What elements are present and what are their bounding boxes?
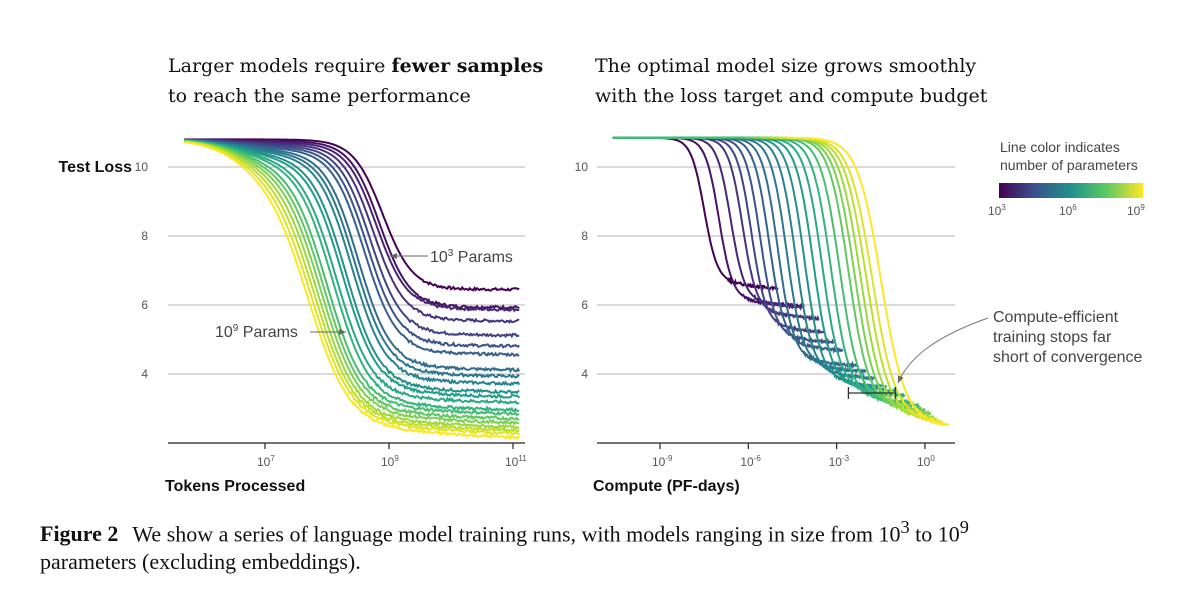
left-series-line-5e8: [184, 140, 520, 436]
left-series-line-1.2e8: [184, 140, 520, 431]
colorbar-title-line2: number of parameters: [1000, 157, 1138, 173]
left-title-bold: fewer samples: [391, 55, 544, 77]
annotation-large-model-label: 109 Params: [215, 323, 298, 341]
colorbar-gradient: [999, 183, 1143, 198]
right-gridlines: [597, 166, 955, 375]
left-y-tick-8: 8: [141, 229, 148, 243]
left-y-tick-10: 10: [135, 160, 149, 174]
right-y-tick-10: 10: [575, 160, 589, 174]
left-x-tick-label: 1011: [505, 454, 527, 469]
right-series-line-8e6: [612, 136, 914, 406]
annotation-compute-efficient-line3: short of convergence: [993, 349, 1143, 366]
right-x-tick-label: 100: [917, 454, 935, 469]
right-series-line-1e9: [787, 136, 950, 427]
colorbar-tick-1e3: 103: [988, 203, 1006, 218]
colorbar-tick-1e9: 109: [1127, 203, 1145, 218]
right-x-tick-label: 10-9: [652, 454, 673, 469]
right-x-ticks: 10-9 10-6 10-3 100: [652, 443, 935, 469]
figure-caption: Figure 2 We show a series of language mod…: [40, 513, 1170, 576]
left-x-axis-title: Tokens Processed: [165, 478, 305, 495]
caption-text: We show a series of language model train…: [132, 521, 901, 547]
left-x-tick-label: 107: [257, 454, 275, 469]
left-series-line-8e6: [184, 139, 520, 413]
left-series-line-4e6: [184, 139, 520, 405]
colorbar-title-line1: Line color indicates: [1000, 139, 1120, 155]
left-y-tick-labels: 4 6 8 10: [135, 160, 149, 381]
left-series-line-4e3: [184, 138, 520, 313]
right-y-tick-6: 6: [581, 298, 588, 312]
compute-efficient-errorbar: [847, 386, 897, 399]
caption-sup-2: 9: [959, 517, 969, 537]
left-title-plain: Larger models require: [168, 55, 392, 77]
caption-sup-1: 3: [900, 517, 910, 537]
caption-line2: parameters (excluding embeddings).: [40, 549, 361, 575]
left-series-line-2.5e8: [184, 140, 520, 433]
left-series-line-6e7: [184, 140, 520, 426]
left-y-tick-6: 6: [141, 298, 148, 312]
left-y-axis-title: Test Loss: [59, 159, 133, 176]
left-title-line2: to reach the same performance: [168, 85, 471, 107]
annotation-large-model: 109 Params: [215, 323, 346, 341]
colorbar-legend: Line color indicates number of parameter…: [988, 139, 1145, 218]
left-y-tick-4: 4: [141, 367, 148, 381]
left-x-ticks: 107 109 1011: [257, 443, 527, 469]
right-series-line-6e4: [612, 136, 844, 355]
right-x-axis-title: Compute (PF-days): [593, 478, 740, 495]
annotation-small-model: 103 Params: [390, 248, 513, 266]
left-panel-title: Larger models require fewer samples to r…: [168, 51, 543, 111]
left-series-line-2e6: [184, 139, 521, 399]
right-title-line2: with the loss target and compute budget: [595, 85, 988, 107]
right-title-line1: The optimal model size grows smoothly: [595, 55, 977, 77]
figure-canvas: 4 6 8 10 Test Loss 107 109 1011 Tokens Proces…: [59, 136, 1145, 495]
colorbar-tick-1e6: 106: [1059, 203, 1077, 218]
right-series-line-8e3: [612, 136, 820, 322]
left-series-line-2e3: [184, 138, 520, 310]
caption-mid: to 10: [909, 521, 960, 547]
left-series-line-3e7: [184, 140, 520, 422]
right-y-tick-4: 4: [581, 367, 588, 381]
left-chart: 4 6 8 10 Test Loss 107 109 1011 Tokens Proces…: [59, 138, 527, 495]
right-y-tick-labels: 4 6 8 10: [575, 160, 589, 381]
left-series-line-1.6e7: [184, 139, 520, 417]
annotation-compute-efficient-line2: training stops far: [993, 329, 1112, 346]
right-x-tick-label: 10-3: [829, 454, 850, 469]
annotation-arrow-compute-efficient: [897, 317, 989, 384]
right-series-lines: [612, 136, 950, 427]
left-series-line-1e9: [184, 141, 521, 441]
annotation-small-model-label: 103 Params: [430, 248, 513, 266]
right-panel-title: The optimal model size grows smoothly wi…: [595, 51, 987, 111]
caption-figure-label: Figure 2: [40, 521, 119, 547]
left-series-lines: [184, 138, 521, 441]
right-y-tick-8: 8: [581, 229, 588, 243]
annotation-compute-efficient: Compute-efficient training stops far sho…: [897, 309, 1143, 384]
left-x-tick-label: 109: [381, 454, 399, 469]
annotation-compute-efficient-line1: Compute-efficient: [993, 309, 1119, 326]
right-x-tick-label: 10-6: [740, 454, 761, 469]
